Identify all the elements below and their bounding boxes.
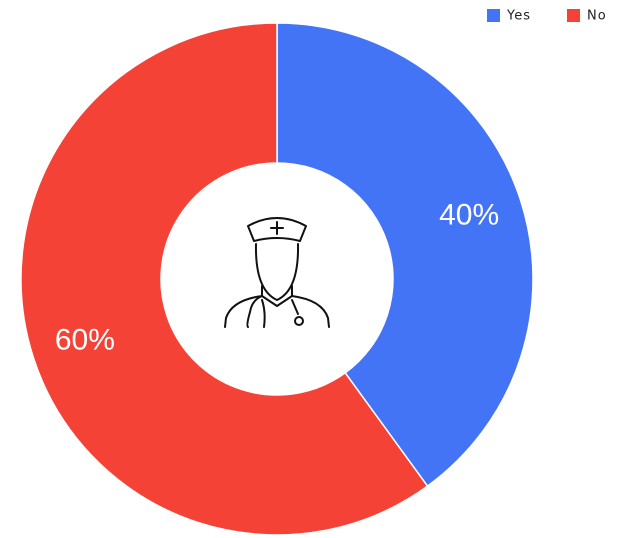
slice: [276, 22, 534, 488]
legend-label: Yes: [506, 9, 531, 24]
donut-hole: [162, 164, 392, 394]
nurse-icon: [224, 217, 330, 328]
legend-swatch: [567, 9, 580, 22]
legend-swatch: [487, 9, 500, 22]
value-label: 40%: [439, 199, 499, 232]
slice: [20, 22, 429, 536]
value-label: 60%: [55, 323, 115, 356]
legend-label: No: [587, 9, 607, 24]
